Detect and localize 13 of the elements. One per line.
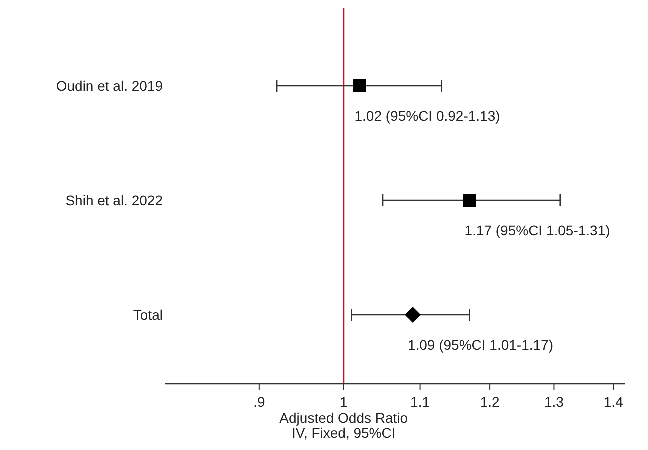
x-tick-label: 1	[340, 394, 348, 410]
x-axis-title: Adjusted Odds Ratio IV, Fixed, 95%CI	[280, 410, 408, 441]
data-label: 1.09 (95%CI 1.01-1.17)	[408, 336, 554, 353]
x-tick-label: 1.2	[480, 394, 500, 410]
x-tick-label: 1.3	[544, 394, 564, 410]
y-tick-label: Total	[133, 306, 163, 323]
y-tick-label: Shih et al. 2022	[66, 192, 164, 208]
data-label: 1.02 (95%CI 0.92-1.13)	[354, 108, 500, 124]
x-tick-label: .9	[254, 394, 266, 410]
x-tick-label: 1.1	[410, 394, 430, 410]
data-label: 1.17 (95%CI 1.05-1.31)	[464, 222, 610, 238]
y-tick-label: Oudin et al. 2019	[56, 78, 164, 94]
x-tick-label: 1.4	[604, 394, 624, 410]
